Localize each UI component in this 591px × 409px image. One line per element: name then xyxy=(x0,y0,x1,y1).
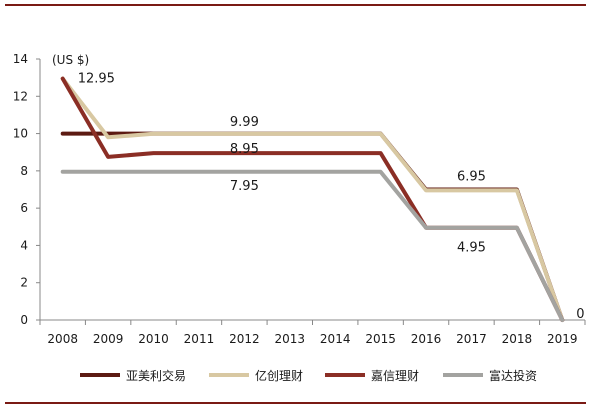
data-label: 8.95 xyxy=(230,142,259,157)
x-tick-label: 2014 xyxy=(320,332,351,346)
x-tick-label: 2008 xyxy=(47,332,78,346)
x-tick-label: 2013 xyxy=(275,332,306,346)
y-tick-label: 0 xyxy=(20,313,28,327)
legend-label: 嘉信理财 xyxy=(371,368,420,383)
legend-label: 亚美利交易 xyxy=(126,368,187,383)
data-label: 7.95 xyxy=(230,179,259,194)
series-line-2 xyxy=(60,76,565,322)
bottom-rule xyxy=(5,402,586,404)
legend-swatch xyxy=(443,373,483,377)
x-tick-label: 2012 xyxy=(229,332,260,346)
x-tick-label: 2018 xyxy=(502,332,533,346)
legend-item: 亿创理财 xyxy=(209,366,303,384)
legend-item: 嘉信理财 xyxy=(325,366,419,384)
x-tick-label: 2015 xyxy=(365,332,396,346)
x-tick-label: 2019 xyxy=(547,332,578,346)
data-label: 9.99 xyxy=(230,115,259,130)
y-tick-label: 14 xyxy=(13,52,28,66)
x-tick-label: 2017 xyxy=(456,332,487,346)
line-chart: 0 2 4 6 8 10 12 14 2008 2009 2010 2011 2012 2013 2014 2… xyxy=(13,52,586,346)
y-tick-label: 4 xyxy=(20,238,28,252)
legend-item: 亚美利交易 xyxy=(80,366,186,384)
top-rule xyxy=(5,4,586,6)
y-unit-label: (US $) xyxy=(52,53,89,67)
legend-swatch xyxy=(325,373,365,377)
y-tick-label: 10 xyxy=(13,127,28,141)
data-label: 0 xyxy=(576,307,584,322)
legend-swatch xyxy=(209,373,249,377)
legend-swatch xyxy=(80,373,120,377)
data-label: 12.95 xyxy=(78,72,115,87)
x-tick-label: 2010 xyxy=(138,332,169,346)
y-tick-label: 8 xyxy=(20,164,28,178)
x-tick-label: 2016 xyxy=(411,332,442,346)
data-label: 6.95 xyxy=(457,169,486,184)
series-line-4 xyxy=(60,169,565,322)
y-tick-label: 2 xyxy=(20,276,28,290)
y-tick-label: 6 xyxy=(20,201,28,215)
x-tick-label: 2009 xyxy=(93,332,124,346)
chart-legend: 亚美利交易 亿创理财 嘉信理财 富达投资 xyxy=(0,366,591,384)
series-line-3 xyxy=(60,76,565,322)
legend-item: 富达投资 xyxy=(443,366,537,384)
y-tick-label: 12 xyxy=(13,89,28,103)
data-label: 4.95 xyxy=(457,241,486,256)
legend-label: 亿创理财 xyxy=(255,368,304,383)
x-tick-label: 2011 xyxy=(184,332,215,346)
legend-label: 富达投资 xyxy=(489,368,538,383)
